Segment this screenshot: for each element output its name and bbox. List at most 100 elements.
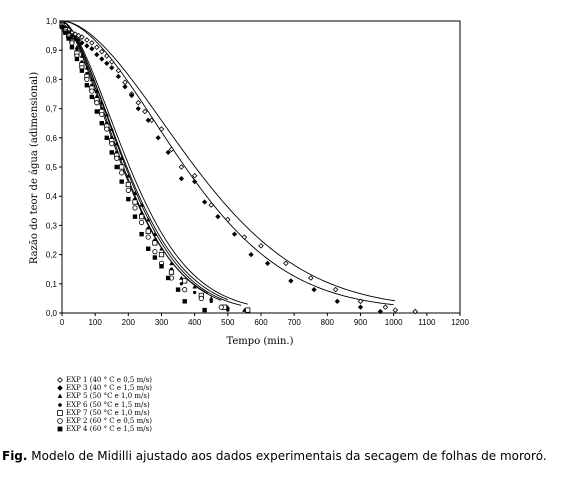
chart-legend: EXP 1 (40 ° C e 0,5 m/s) EXP 3 (40 ° C e … <box>56 376 152 433</box>
data-point <box>258 243 264 249</box>
data-point <box>89 46 95 52</box>
data-point <box>159 246 164 251</box>
data-point <box>114 141 119 146</box>
data-point <box>412 308 418 315</box>
legend-marker <box>57 385 63 392</box>
data-point <box>84 37 90 43</box>
data-point <box>145 228 151 234</box>
data-point <box>57 418 63 424</box>
data-point <box>139 231 144 237</box>
data-point <box>218 304 224 310</box>
data-point <box>119 170 125 176</box>
axis-ticks: 0 100 200 300 400 500 600 700 800 900 1000 1100 1200… <box>46 17 470 327</box>
data-point <box>126 196 131 202</box>
legend-item: EXP 5 (50 °C e 1,0 m/s) <box>56 392 152 400</box>
data-point <box>94 44 100 51</box>
y-tick-label: 0,1 <box>46 280 58 289</box>
data-point <box>79 34 85 40</box>
data-point <box>99 56 105 62</box>
data-point <box>357 298 364 305</box>
x-tick-label: 700 <box>287 318 301 327</box>
data-point <box>125 187 131 193</box>
data-point <box>57 385 63 392</box>
legend-label: EXP 6 (50 °C e 1,5 m/s) <box>66 400 150 409</box>
y-tick-label: 0,0 <box>46 309 58 318</box>
data-point <box>132 191 138 196</box>
data-point <box>57 377 63 384</box>
x-tick-label: 400 <box>188 318 202 327</box>
data-point <box>135 99 142 106</box>
legend-label: EXP 2 (60 ° C e 0,5 m/s) <box>66 416 152 425</box>
legend-marker <box>57 377 63 384</box>
figure-caption: Fig. Modelo de Midilli ajustado aos dado… <box>2 449 578 464</box>
data-point <box>152 240 158 246</box>
data-point <box>72 35 78 42</box>
x-tick-label: 200 <box>122 318 136 327</box>
y-tick-label: 0,4 <box>46 192 58 201</box>
data-point <box>159 264 164 269</box>
data-point <box>135 105 141 112</box>
data-point <box>108 59 115 65</box>
data-point <box>209 296 214 301</box>
data-point <box>109 65 115 71</box>
data-point <box>84 76 90 83</box>
data-point <box>145 234 151 240</box>
y-tick-label: 0,9 <box>46 46 58 55</box>
data-point <box>192 284 197 289</box>
data-point <box>109 141 115 147</box>
data-point <box>104 135 109 140</box>
y-tick-label: 0,5 <box>46 163 58 172</box>
y-tick-label: 0,6 <box>46 134 58 143</box>
data-point <box>169 261 174 266</box>
data-point <box>182 278 188 284</box>
data-point <box>152 231 158 236</box>
x-tick-label: 500 <box>221 318 235 327</box>
data-point <box>209 299 213 303</box>
legend-item: EXP 3 (40 ° C e 1,5 m/s) <box>56 384 152 392</box>
data-point <box>94 100 100 106</box>
data-point <box>132 199 138 205</box>
legend-item: EXP 1 (40 ° C e 0,5 m/s) <box>56 376 152 384</box>
data-point <box>69 45 75 50</box>
series-6-points <box>59 24 224 310</box>
data-point <box>382 304 389 310</box>
legend-label: EXP 7 (50 °C e 1,0 m/s) <box>66 408 150 417</box>
data-point <box>132 214 138 219</box>
series-7-points <box>59 24 207 313</box>
figure-caption-text: Modelo de Midilli ajustado aos dados exp… <box>27 449 547 463</box>
data-point <box>125 181 131 188</box>
fit-curve-7 <box>61 20 209 294</box>
data-point <box>89 94 95 100</box>
data-point <box>165 149 171 156</box>
legend-label: EXP 1 (40 ° C e 0,5 m/s) <box>66 376 152 384</box>
data-point <box>142 108 148 115</box>
legend-item: EXP 7 (50 °C e 1,0 m/s) <box>56 409 152 417</box>
data-point <box>334 298 340 304</box>
y-axis-title: Razão do teor de água (adimensional) <box>29 72 40 264</box>
series-1-points <box>59 19 418 315</box>
data-point <box>109 150 114 155</box>
x-tick-label: 1100 <box>418 318 436 327</box>
data-point <box>139 202 144 207</box>
y-tick-label: 0,2 <box>46 251 58 260</box>
data-point <box>158 251 165 258</box>
data-point <box>152 249 158 255</box>
x-tick-label: 1000 <box>385 318 403 327</box>
data-point <box>109 126 114 131</box>
data-point <box>119 156 124 160</box>
data-point <box>99 48 105 55</box>
data-point <box>122 84 128 90</box>
data-point <box>158 126 165 132</box>
data-point <box>311 287 317 293</box>
data-point <box>357 304 364 310</box>
data-point <box>193 290 197 295</box>
data-point <box>99 121 104 126</box>
data-point <box>182 299 187 304</box>
data-point <box>198 295 204 301</box>
data-point <box>245 307 251 313</box>
legend-label: EXP 4 (60 ° C e 1,5 m/s) <box>66 425 152 434</box>
x-tick-label: 800 <box>321 318 335 327</box>
fit-curve-5 <box>61 20 228 301</box>
data-point <box>104 53 110 59</box>
data-point <box>146 246 151 251</box>
